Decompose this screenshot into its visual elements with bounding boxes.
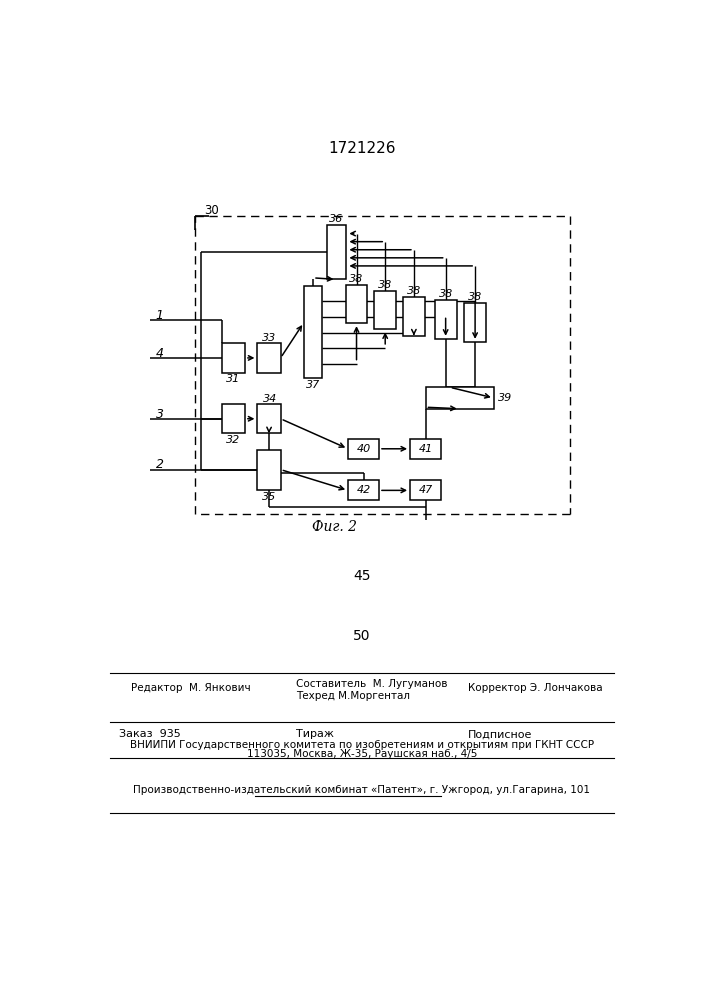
Text: 50: 50 bbox=[354, 629, 370, 643]
Bar bbox=[403, 297, 425, 336]
Text: 47: 47 bbox=[419, 485, 433, 495]
Text: 41: 41 bbox=[419, 444, 433, 454]
Bar bbox=[374, 291, 396, 329]
Text: 1: 1 bbox=[156, 309, 164, 322]
Text: 38: 38 bbox=[438, 289, 452, 299]
Bar bbox=[327, 225, 346, 279]
Bar bbox=[410, 439, 441, 459]
Text: 38: 38 bbox=[407, 286, 421, 296]
Text: Заказ  935: Заказ 935 bbox=[119, 729, 181, 739]
Bar bbox=[257, 404, 281, 433]
Text: 39: 39 bbox=[498, 393, 512, 403]
Text: 38: 38 bbox=[378, 280, 392, 290]
Bar bbox=[346, 285, 368, 323]
Bar bbox=[426, 387, 493, 409]
Text: 35: 35 bbox=[262, 492, 276, 502]
Bar bbox=[348, 480, 379, 500]
Text: 38: 38 bbox=[349, 274, 363, 284]
Bar bbox=[257, 343, 281, 373]
Bar bbox=[257, 450, 281, 490]
Text: Тираж: Тираж bbox=[296, 729, 334, 739]
Bar bbox=[464, 303, 486, 342]
Text: 30: 30 bbox=[204, 204, 219, 217]
Text: 45: 45 bbox=[354, 569, 370, 583]
Bar bbox=[222, 343, 245, 373]
Text: Составитель  М. Лугуманов: Составитель М. Лугуманов bbox=[296, 679, 448, 689]
Text: 2: 2 bbox=[156, 458, 164, 471]
Text: Редактор  М. Янкович: Редактор М. Янкович bbox=[131, 683, 250, 693]
Bar bbox=[410, 480, 441, 500]
Text: 37: 37 bbox=[306, 380, 320, 390]
Text: Производственно-издательский комбинат «Патент», г. Ужгород, ул.Гагарина, 101: Производственно-издательский комбинат «П… bbox=[134, 785, 590, 795]
Text: 38: 38 bbox=[468, 292, 482, 302]
Text: ВНИИПИ Государственного комитета по изобретениям и открытиям при ГКНТ СССР: ВНИИПИ Государственного комитета по изоб… bbox=[130, 740, 594, 750]
Text: 34: 34 bbox=[264, 394, 278, 404]
Text: 33: 33 bbox=[262, 333, 276, 343]
Bar bbox=[304, 286, 322, 378]
Bar bbox=[222, 404, 245, 433]
Text: 113035, Москва, Ж-35, Раушская наб., 4/5: 113035, Москва, Ж-35, Раушская наб., 4/5 bbox=[247, 749, 477, 759]
Text: Фиг. 2: Фиг. 2 bbox=[312, 520, 357, 534]
Text: Корректор Э. Лончакова: Корректор Э. Лончакова bbox=[468, 683, 603, 693]
Text: Техред М.Моргентал: Техред М.Моргентал bbox=[296, 691, 410, 701]
Text: 42: 42 bbox=[356, 485, 370, 495]
Text: 36: 36 bbox=[329, 214, 344, 224]
Text: 4: 4 bbox=[156, 347, 164, 360]
Bar bbox=[435, 300, 457, 339]
Text: 32: 32 bbox=[226, 435, 240, 445]
Text: 31: 31 bbox=[226, 374, 240, 384]
Text: Подписное: Подписное bbox=[468, 729, 532, 739]
Text: 3: 3 bbox=[156, 408, 164, 421]
Bar bbox=[348, 439, 379, 459]
Text: 40: 40 bbox=[356, 444, 370, 454]
Text: 1721226: 1721226 bbox=[328, 141, 396, 156]
